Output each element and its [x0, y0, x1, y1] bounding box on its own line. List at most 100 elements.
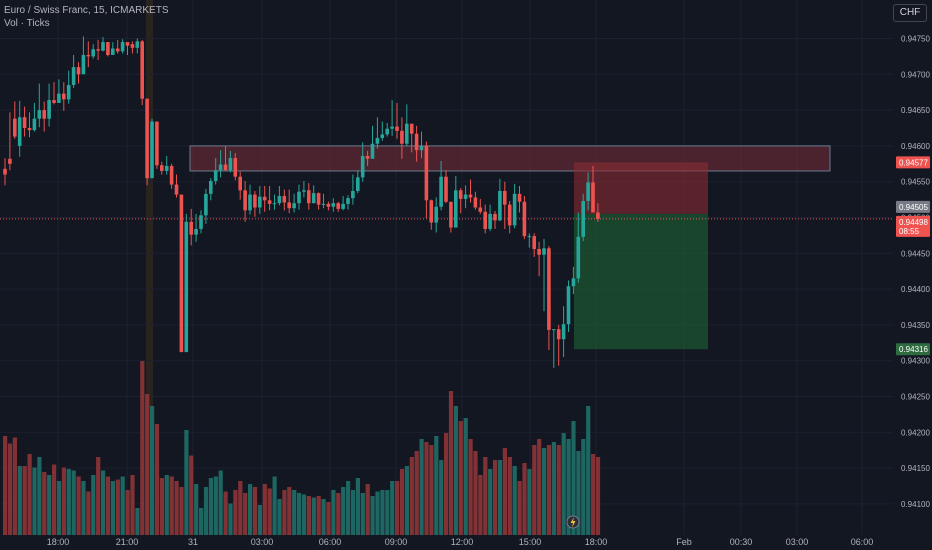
volume-bar [189, 455, 194, 535]
candle-body [233, 158, 238, 177]
candle-body [3, 168, 7, 175]
price-tick-label: 0.94750 [901, 35, 930, 44]
volume-bar [316, 496, 321, 535]
time-tick-label: 18:00 [47, 537, 70, 547]
volume-bar [414, 451, 419, 535]
currency-button[interactable]: CHF [893, 4, 927, 22]
volume-bar [571, 421, 576, 535]
candle-body [96, 49, 100, 51]
candle-body [468, 194, 473, 198]
candle-body [228, 158, 233, 171]
candle-body [336, 203, 340, 209]
volume-bar [566, 439, 571, 535]
time-axis[interactable]: 18:00 21:00 31 03:00 06:00 09:00 12:00 15:00 18:… [47, 537, 874, 547]
candle-body [160, 165, 164, 171]
price-axis[interactable]: 0.947500.947000.946500.946000.945500.945… [893, 0, 932, 550]
symbol-title[interactable]: Euro / Swiss Franc, 15, ICMARKETS [4, 5, 169, 16]
candle-body [576, 236, 581, 279]
volume-bar [159, 478, 164, 535]
candle-body [532, 236, 536, 250]
candle-body [62, 93, 66, 100]
volume-bar [32, 467, 37, 535]
candle-body [155, 121, 159, 166]
candle-body [169, 165, 174, 185]
volume-bar [179, 487, 184, 535]
candle-body [395, 126, 399, 131]
drawing-objects[interactable] [0, 145, 893, 350]
time-tick-label: 31 [188, 537, 198, 547]
price-tick-label: 0.94200 [901, 428, 930, 437]
candle-body [424, 145, 429, 201]
lightning-icon[interactable] [566, 515, 580, 529]
candle-body [409, 123, 414, 134]
volume-bar [199, 508, 204, 535]
time-tick-label: 06:00 [851, 537, 874, 547]
time-tick-label: 06:00 [319, 537, 342, 547]
candle-body [439, 176, 443, 207]
candle-body [125, 42, 130, 46]
candle-body [248, 194, 252, 211]
candle-body [498, 191, 502, 221]
volume-bar [385, 490, 390, 535]
volume-bar [370, 496, 375, 535]
candle-body [414, 133, 419, 151]
volume-bar [546, 445, 552, 535]
candle-body [42, 110, 46, 119]
volume-bar [228, 503, 233, 535]
candle-body [37, 110, 42, 119]
candle-body [429, 200, 434, 223]
time-tick-label: 18:00 [585, 537, 608, 547]
volume-bar [105, 476, 111, 535]
volume-bar [561, 433, 566, 535]
candle-body [164, 165, 169, 171]
price-tick-label: 0.94700 [901, 70, 930, 79]
candle-body [218, 164, 223, 171]
candle-body [547, 248, 551, 330]
time-tick-label: 03:00 [786, 537, 809, 547]
candle-body [552, 329, 556, 331]
volume-bar [37, 457, 42, 535]
candle-body [140, 41, 144, 99]
volume-bar [272, 476, 277, 535]
candle-body [517, 193, 522, 202]
supply-zone-rectangle[interactable] [189, 145, 831, 172]
current-price-badge-bg [896, 215, 930, 237]
candle-body [302, 190, 306, 192]
candle-body [71, 67, 76, 86]
time-tick-label: 15:00 [519, 537, 542, 547]
take-profit-area[interactable] [574, 213, 708, 350]
candle-body [120, 42, 125, 52]
candle-body [297, 191, 301, 204]
candle-body [483, 211, 487, 229]
candle-body [223, 164, 228, 171]
time-tick-label: 09:00 [385, 537, 408, 547]
candle-body [356, 177, 360, 192]
stop-loss-area[interactable] [574, 162, 708, 214]
candle-body [405, 123, 409, 144]
volume-bar [76, 476, 81, 535]
volume-bar [125, 490, 130, 535]
volume-bar [350, 490, 356, 535]
volume-bar [576, 451, 581, 535]
candle-body [57, 93, 61, 103]
volume-bar [321, 499, 326, 535]
price-tick-label: 0.94400 [901, 285, 930, 294]
volume-bar [17, 466, 22, 535]
candle-body [32, 118, 37, 131]
volume-bar [277, 499, 282, 535]
candle-body [8, 158, 12, 164]
candle-body [380, 134, 385, 139]
zone-top-price-badge-bg [896, 156, 930, 169]
volume-bar [238, 481, 243, 535]
volume-bar [252, 487, 258, 535]
volume-indicator-label[interactable]: Vol · Ticks [4, 18, 50, 29]
candle-body [370, 143, 375, 159]
volume-bar [282, 490, 287, 535]
volume-bar [434, 436, 439, 535]
candle-body [27, 128, 32, 131]
volume-bar [453, 406, 458, 535]
target-price-badge: 0.94316 [899, 345, 928, 354]
candle-body [179, 194, 184, 353]
volume-bar [233, 490, 238, 535]
